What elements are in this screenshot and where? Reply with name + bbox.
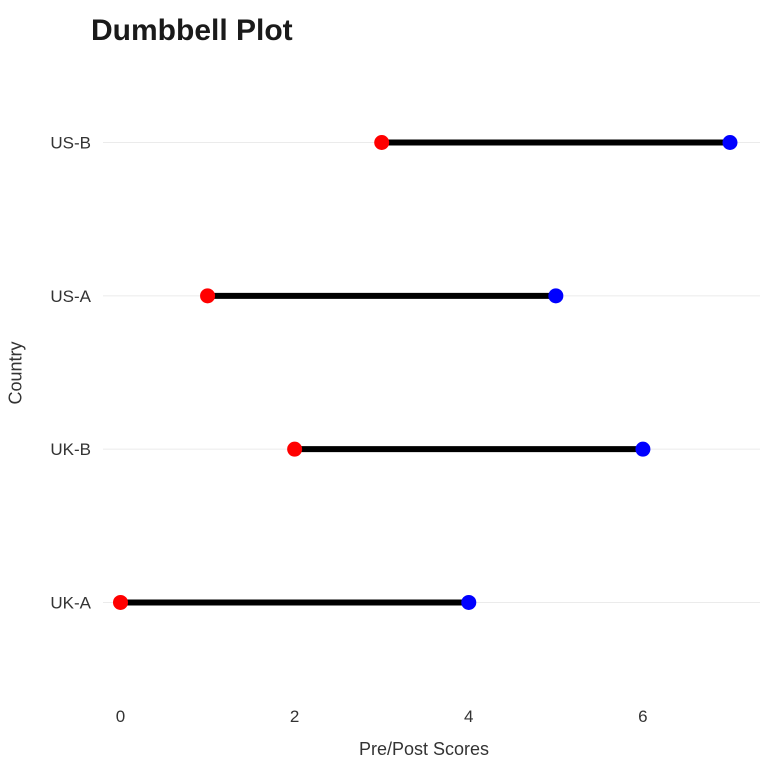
chart-title: Dumbbell Plot	[91, 14, 293, 47]
grid-lines	[103, 142, 760, 603]
x-tick-label: 4	[464, 707, 473, 726]
post-score-point	[548, 288, 564, 304]
y-tick-label: UK-B	[50, 440, 91, 459]
y-tick-labels: UK-A UK-B US-A US-B	[50, 134, 91, 613]
pre-score-point	[287, 441, 303, 457]
dumbbell-points	[113, 135, 738, 610]
dumbbell-segments	[120, 139, 730, 606]
x-axis-label: Pre/Post Scores	[358, 739, 490, 759]
x-tick-label: 6	[638, 707, 647, 726]
post-score-point	[635, 441, 651, 457]
pre-score-point	[200, 288, 216, 304]
x-tick-labels: 0 2 4 6	[116, 707, 648, 726]
y-tick-label: US-A	[50, 287, 91, 306]
y-tick-label: UK-A	[50, 593, 91, 612]
x-tick-label: 2	[290, 707, 299, 726]
y-tick-label: US-B	[50, 134, 91, 153]
pre-score-point	[374, 135, 390, 150]
post-score-point	[461, 594, 477, 610]
pre-score-point	[113, 594, 128, 610]
x-tick-label: 0	[116, 707, 125, 726]
post-score-point	[722, 135, 738, 150]
y-axis-label: Country	[5, 341, 26, 405]
